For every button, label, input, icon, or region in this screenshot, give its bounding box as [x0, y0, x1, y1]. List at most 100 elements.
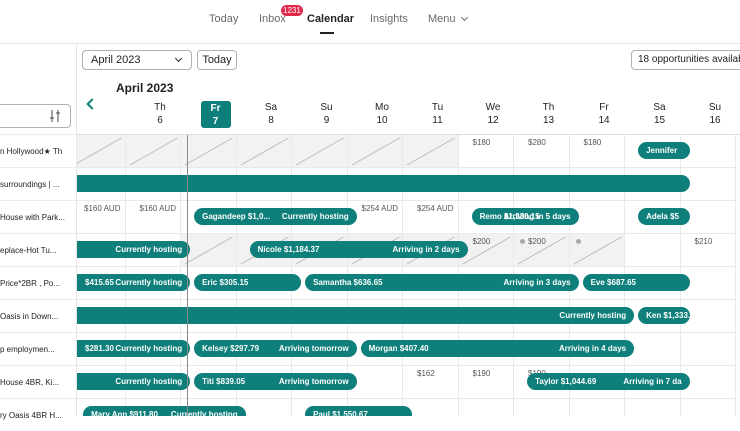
calendar-cell[interactable]	[680, 234, 736, 267]
reservation-bar[interactable]: Paul $1,550.67	[305, 406, 413, 416]
reservation-bar[interactable]: $415.65 Currently hosting	[77, 274, 191, 291]
calendar-cell[interactable]	[125, 201, 181, 234]
day-header[interactable]: Tu 11	[423, 101, 453, 127]
calendar-cell[interactable]	[347, 366, 403, 399]
calendar-cell[interactable]	[570, 399, 625, 416]
calendar-cell[interactable]	[403, 135, 459, 168]
day-header[interactable]: Th 6	[145, 101, 175, 127]
guest-name-price: Ken $1,333.75	[646, 311, 690, 320]
nav-insights[interactable]: Insights	[370, 13, 408, 25]
listing-row[interactable]: n Hollywood★ Th	[0, 134, 76, 167]
calendar-cell[interactable]	[181, 234, 237, 267]
reservation-bar[interactable]: Currently hosting	[77, 241, 191, 258]
listing-row[interactable]: Price*2BR , Po...	[0, 266, 76, 299]
reservation-bar[interactable]: Eve $687.65	[582, 274, 690, 291]
nav-menu[interactable]: Menu	[428, 13, 468, 25]
nav-calendar[interactable]: Calendar	[307, 13, 354, 25]
nightly-price: $180	[472, 138, 491, 147]
calendar-cell[interactable]	[347, 201, 403, 234]
listings-panel: n Hollywood★ Th surroundings | ... House w…	[0, 44, 77, 420]
day-header[interactable]: Fr 14	[589, 101, 619, 127]
listing-row[interactable]: House with Park...	[0, 200, 76, 233]
reservation-bar[interactable]: Eric $305.15	[194, 274, 302, 291]
day-of-week: Fr	[599, 102, 609, 113]
listing-row[interactable]: p employmen...	[0, 332, 76, 365]
calendar-cell[interactable]	[77, 201, 126, 234]
calendar-cell[interactable]	[403, 399, 459, 416]
reservation-bar[interactable]	[77, 175, 690, 192]
calendar-cell[interactable]	[514, 135, 570, 168]
calendar-cell[interactable]	[625, 333, 681, 366]
chevron-down-icon	[460, 13, 468, 22]
opportunities-button[interactable]: 18 opportunities availab	[631, 50, 740, 70]
calendar-cell[interactable]	[680, 333, 736, 366]
listing-row[interactable]: eplace-Hot Tu...	[0, 233, 76, 266]
day-header[interactable]: Sa 15	[645, 101, 675, 127]
reservation-bar[interactable]: Kelsey $297.79 Arriving tomorrow	[194, 340, 357, 357]
reservation-bar[interactable]: Titi $839.05 Arriving tomorrow	[194, 373, 357, 390]
calendar-cell[interactable]	[403, 201, 459, 234]
reservation-bar[interactable]: Mary Ann $911.80 Currently hosting	[83, 406, 246, 416]
calendar-cell[interactable]	[625, 399, 681, 416]
calendar-cell[interactable]	[680, 366, 736, 399]
reservation-bar[interactable]: Morgan $407.40 Arriving in 4 days	[360, 340, 635, 357]
reservation-bar[interactable]: Currently hosting	[77, 373, 191, 390]
calendar-cell[interactable]	[403, 366, 459, 399]
calendar-cell[interactable]	[236, 135, 292, 168]
reservation-bar[interactable]: $281.30 Currently hosting	[77, 340, 191, 357]
listing-row[interactable]: Oasis in Down...	[0, 299, 76, 332]
calendar-cell[interactable]	[569, 135, 625, 168]
day-header[interactable]: Fr 7	[200, 101, 231, 128]
day-header[interactable]: We 12	[478, 101, 508, 127]
nav-today[interactable]: Today	[209, 13, 238, 25]
listing-row[interactable]: House 4BR, Ki...	[0, 365, 76, 398]
reservation-bar[interactable]: Taylor $1,044.69 Arriving in 7 da	[527, 373, 690, 390]
reservation-bar[interactable]: Gagandeep $1,0... Currently hosting	[194, 208, 357, 225]
listing-row[interactable]: surroundings | ...	[0, 167, 76, 200]
day-header[interactable]: Su 16	[700, 101, 730, 127]
calendar-cell[interactable]	[680, 267, 736, 300]
today-button[interactable]: Today	[197, 50, 237, 70]
calendar-cell[interactable]	[569, 201, 625, 234]
calendar-cell[interactable]	[181, 135, 237, 168]
filter-sliders-icon[interactable]	[49, 109, 61, 123]
blocked-day-slash	[184, 236, 233, 265]
reservation-status: Arriving in 7 da	[623, 377, 682, 386]
day-header[interactable]: Su 9	[312, 101, 342, 127]
day-header[interactable]: Th 13	[534, 101, 564, 127]
calendar-cell[interactable]	[680, 300, 736, 333]
listing-row[interactable]: ry Oasis 4BR H...	[0, 398, 76, 431]
calendar-cell[interactable]	[347, 135, 403, 168]
reservation-bar[interactable]: Samantha $636.65 Arriving in 3 days	[305, 274, 579, 291]
calendar-cell[interactable]	[625, 234, 681, 267]
nav-today-label: Today	[209, 13, 239, 25]
day-header[interactable]: Sa 8	[256, 101, 286, 127]
reservation-bar[interactable]: Jennifer	[638, 142, 690, 159]
calendar-cell[interactable]	[458, 234, 514, 267]
guest-name-price: Nicole $1,184.37	[257, 245, 320, 254]
calendar-cell[interactable]	[458, 366, 514, 399]
calendar-cell[interactable]	[292, 135, 348, 168]
calendar-cell[interactable]	[125, 135, 181, 168]
calendar-cell[interactable]	[680, 168, 736, 201]
month-select[interactable]: April 2023	[82, 50, 192, 70]
day-number: 13	[542, 115, 555, 126]
reservation-bar[interactable]: Nicole $1,184.37 Arriving in 2 days	[249, 241, 468, 258]
day-number: 12	[487, 115, 499, 126]
calendar-cell[interactable]	[680, 135, 736, 168]
reservation-bar[interactable]: Ken $1,333.75	[638, 307, 690, 324]
calendar-cell[interactable]	[459, 399, 514, 416]
reservation-bar[interactable]: Currently hosting	[77, 307, 635, 324]
listing-search-input[interactable]	[0, 104, 71, 128]
reservation-bar[interactable]: Remo $1,330.15 Arriving in 5 days	[471, 208, 579, 225]
calendar-cell[interactable]	[77, 135, 126, 168]
day-header[interactable]: Mo 10	[367, 101, 397, 127]
calendar-cell[interactable]	[237, 399, 292, 416]
calendar-cell[interactable]	[514, 399, 570, 416]
chevron-left-icon[interactable]	[86, 98, 98, 110]
calendar-cell[interactable]	[680, 201, 736, 234]
nav-inbox[interactable]: Inbox	[259, 13, 286, 25]
calendar-cell[interactable]	[458, 135, 514, 168]
calendar-cell[interactable]	[681, 399, 736, 416]
reservation-bar[interactable]: Adela $5	[638, 208, 690, 225]
